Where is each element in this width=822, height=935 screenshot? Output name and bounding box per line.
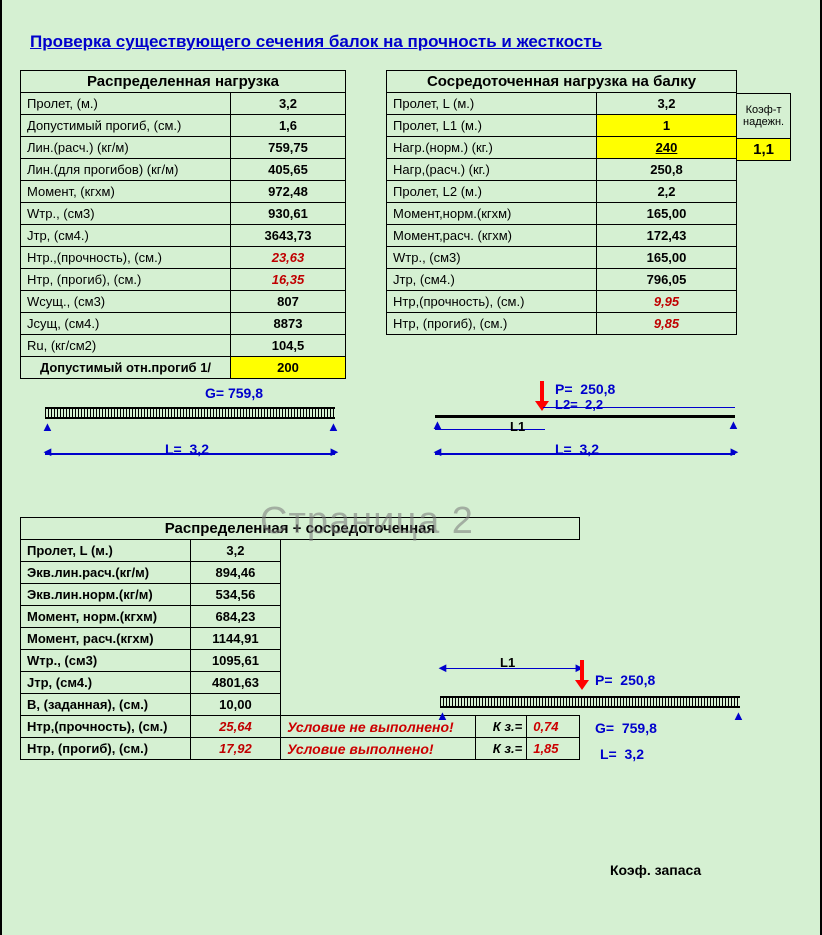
t1-row-label: Момент, (кгхм) <box>21 181 231 203</box>
d2-P-label: P= 250,8 <box>555 381 615 397</box>
t1-row-label: Пролет, (м.) <box>21 93 231 115</box>
t2-row-value: 165,00 <box>597 247 737 269</box>
d3-L-label: L= 3,2 <box>600 746 644 762</box>
diagram-concentrated: P= 250,8 L2= 2,2 ▲ ▲ L1 ◄ ► L= 3,2 <box>415 389 765 479</box>
koef-zapasa-label: Коэф. запаса <box>610 862 701 878</box>
t3-check-label: Нтр, (прогиб), (см.) <box>21 738 191 760</box>
t2-row-label: Пролет, L1 (м.) <box>387 115 597 137</box>
deflection-label: Допустимый отн.прогиб 1/ <box>21 357 231 379</box>
t3-check-value: 17,92 <box>190 738 280 760</box>
d1-G-label: G= 759,8 <box>205 385 263 401</box>
t1-row-value: 16,35 <box>231 269 346 291</box>
t2-row-label: Нтр,(прочность), (см.) <box>387 291 597 313</box>
t1-row-value: 807 <box>231 291 346 313</box>
d3-arrow <box>575 660 587 690</box>
t1-row-value: 23,63 <box>231 247 346 269</box>
t1-row-value: 1,6 <box>231 115 346 137</box>
t1-row-label: Лин.(для прогибов) (кг/м) <box>21 159 231 181</box>
t2-row-label: Нтр, (прогиб), (см.) <box>387 313 597 335</box>
koef-label: Коэф-т надежн. <box>737 94 791 139</box>
d3-L1-label: L1 <box>500 655 515 670</box>
d2-L-label: L= 3,2 <box>555 441 599 457</box>
t2-row-value[interactable]: 1 <box>597 115 737 137</box>
t3-row-label: Экв.лин.норм.(кг/м) <box>21 584 191 606</box>
t2-row-value: 165,00 <box>597 203 737 225</box>
t1-row-label: Допустимый прогиб, (см.) <box>21 115 231 137</box>
t2-header: Сосредоточенная нагрузка на балку <box>387 71 737 93</box>
t2-row-label: Пролет, L (м.) <box>387 93 597 115</box>
t2-row-value: 2,2 <box>597 181 737 203</box>
d2-L2-label: L2= 2,2 <box>555 397 603 412</box>
t3-row-value: 3,2 <box>190 540 280 562</box>
d3-G-label: G= 759,8 <box>595 720 657 736</box>
t3-row-label: Wтр., (см3) <box>21 650 191 672</box>
t2-row-value: 796,05 <box>597 269 737 291</box>
t3-row-value: 534,56 <box>190 584 280 606</box>
t3-row-label: Момент, расч.(кгхм) <box>21 628 191 650</box>
koef-box: Коэф-т надежн. 1,1 <box>736 93 791 161</box>
t2-row-label: Пролет, L2 (м.) <box>387 181 597 203</box>
t2-row-label: Момент,расч. (кгхм) <box>387 225 597 247</box>
d3-P-label: P= 250,8 <box>595 672 655 688</box>
t1-row-label: Jтр, (см4.) <box>21 225 231 247</box>
koef-value[interactable]: 1,1 <box>737 139 791 161</box>
t1-row-label: Wсущ., (см3) <box>21 291 231 313</box>
t3-row-label: Момент, норм.(кгхм) <box>21 606 191 628</box>
t3-check-value: 25,64 <box>190 716 280 738</box>
t2-row-label: Момент,норм.(кгхм) <box>387 203 597 225</box>
t3-row-value: 4801,63 <box>190 672 280 694</box>
t3-row-value: 1144,91 <box>190 628 280 650</box>
diagram-distributed: G= 759,8 ▲ ▲ ◄ ► L= 3,2 <box>35 389 355 479</box>
t3-row-label: Экв.лин.расч.(кг/м) <box>21 562 191 584</box>
t3-row-value: 10,00 <box>190 694 280 716</box>
d2-L1-label: L1 <box>510 419 525 434</box>
t3-row-label: B, (заданная), (см.) <box>21 694 191 716</box>
t2-row-label: Нагр.(норм.) (кг.) <box>387 137 597 159</box>
t1-row-label: Jсущ, (см4.) <box>21 313 231 335</box>
d1-L-label: L= 3,2 <box>165 441 209 457</box>
deflection-value[interactable]: 200 <box>231 357 346 379</box>
t3-row-value: 894,46 <box>190 562 280 584</box>
t2-row-value: 250,8 <box>597 159 737 181</box>
t3-row-value: 684,23 <box>190 606 280 628</box>
t1-row-label: Wтр., (см3) <box>21 203 231 225</box>
t2-row-value: 9,95 <box>597 291 737 313</box>
t1-row-label: Нтр, (прогиб), (см.) <box>21 269 231 291</box>
t1-row-value: 759,75 <box>231 137 346 159</box>
page-title: Проверка существующего сечения балок на … <box>30 32 802 52</box>
t1-row-value: 3,2 <box>231 93 346 115</box>
table-distributed-load: Распределенная нагрузка Пролет, (м.) 3,2… <box>20 70 346 379</box>
t1-row-label: Нтр.,(прочность), (см.) <box>21 247 231 269</box>
t2-row-label: Jтр, (см4.) <box>387 269 597 291</box>
t3-header: Распределенная + сосредоточенная <box>21 518 580 540</box>
t2-row-value[interactable]: 240 <box>597 137 737 159</box>
t1-row-value: 8873 <box>231 313 346 335</box>
t1-row-label: Лин.(расч.) (кг/м) <box>21 137 231 159</box>
t1-row-value: 104,5 <box>231 335 346 357</box>
t2-row-label: Нагр,(расч.) (кг.) <box>387 159 597 181</box>
diagram-combined: ◄ ► L1 P= 250,8 ▲ ▲ G= 759,8 L= 3,2 <box>420 660 760 810</box>
t1-row-value: 3643,73 <box>231 225 346 247</box>
t2-row-label: Wтр., (см3) <box>387 247 597 269</box>
t2-row-value: 9,85 <box>597 313 737 335</box>
t3-check-label: Нтр,(прочность), (см.) <box>21 716 191 738</box>
t2-row-value: 3,2 <box>597 93 737 115</box>
table-concentrated-load: Сосредоточенная нагрузка на балку Пролет… <box>386 70 737 335</box>
t1-row-value: 930,61 <box>231 203 346 225</box>
t1-row-value: 405,65 <box>231 159 346 181</box>
t1-row-label: Ru, (кг/см2) <box>21 335 231 357</box>
t1-header: Распределенная нагрузка <box>21 71 346 93</box>
t3-row-value: 1095,61 <box>190 650 280 672</box>
t1-row-value: 972,48 <box>231 181 346 203</box>
t3-row-label: Jтр, (см4.) <box>21 672 191 694</box>
t3-row-label: Пролет, L (м.) <box>21 540 191 562</box>
t2-row-value: 172,43 <box>597 225 737 247</box>
